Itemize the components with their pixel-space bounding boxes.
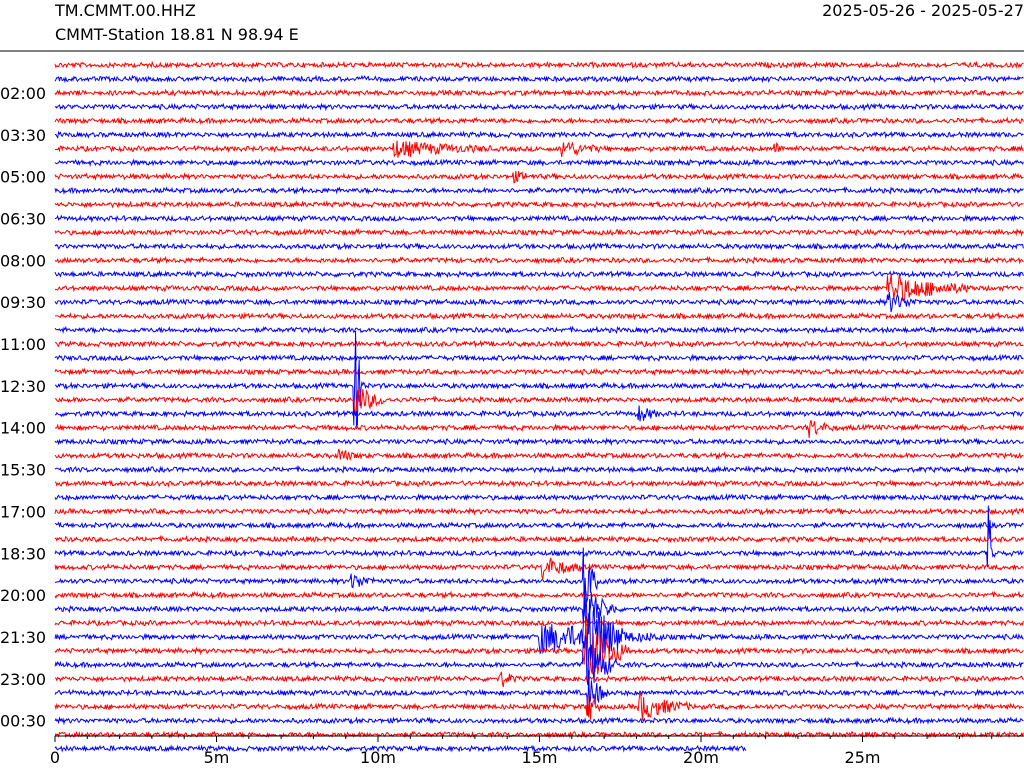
trace-32: [54, 506, 1024, 517]
trace-46: [54, 692, 1024, 721]
trace-16: [54, 273, 1024, 302]
trace-24: [54, 387, 1024, 416]
trace-15: [54, 269, 1024, 279]
trace-33: [54, 520, 1024, 530]
y-tick-label: 17:00: [0, 502, 46, 521]
y-tick-label: 20:00: [0, 586, 46, 605]
trace-43: [54, 635, 1024, 686]
y-tick-label: 21:30: [0, 628, 46, 647]
trace-38: [54, 590, 1024, 600]
y-tick-label: 18:30: [0, 544, 46, 563]
trace-8: [54, 170, 1024, 184]
y-tick-label: 02:00: [0, 84, 46, 103]
trace-30: [54, 479, 1024, 488]
trace-22: [54, 367, 1024, 377]
trace-37: [54, 547, 1024, 606]
seismic-traces: [54, 60, 1024, 753]
trace-7: [54, 158, 1024, 168]
trace-23: [54, 330, 1024, 427]
y-tick-label: 05:00: [0, 168, 46, 187]
trace-18: [55, 311, 1024, 321]
trace-13: [54, 241, 1024, 251]
x-tick-label: 5m: [204, 748, 230, 767]
station-name: CMMT-Station 18.81 N 98.94 E: [55, 25, 299, 44]
x-tick-label: 20m: [683, 748, 719, 767]
trace-20: [54, 339, 1024, 349]
trace-44: [54, 671, 1024, 688]
x-axis: 0 5m 10m 15m 20m 25m: [50, 735, 1024, 767]
x-tick-label: 25m: [845, 748, 881, 767]
trace-0: [54, 60, 1024, 70]
trace-36: [54, 557, 1024, 580]
y-tick-label: 11:00: [0, 335, 46, 354]
trace-27: [54, 437, 1024, 447]
date-range: 2025-05-26 - 2025-05-27: [822, 1, 1024, 20]
y-tick-label: 03:30: [0, 126, 46, 145]
trace-14: [54, 255, 1024, 265]
trace-35: [54, 505, 1024, 568]
trace-49: [54, 744, 747, 753]
y-tick-label: 08:00: [0, 251, 46, 270]
trace-11: [54, 214, 1024, 223]
trace-29: [54, 465, 1024, 474]
y-tick-label: 14:00: [0, 419, 46, 438]
trace-21: [54, 353, 1024, 363]
trace-5: [54, 130, 1024, 140]
trace-12: [54, 227, 1024, 237]
y-tick-label: 06:30: [0, 209, 46, 228]
y-tick-label: 12:30: [0, 377, 46, 396]
y-tick-label: 15:30: [0, 461, 46, 480]
trace-4: [54, 116, 1024, 126]
y-axis-labels: 02:00 03:30 05:00 06:30 08:00 09:30 11:00 12:30…: [0, 84, 46, 731]
trace-9: [54, 186, 1024, 195]
trace-39: [54, 591, 1024, 626]
trace-45: [54, 670, 1024, 716]
trace-25: [54, 405, 1024, 422]
trace-40: [54, 618, 1024, 628]
trace-34: [54, 534, 1024, 544]
y-tick-label: 23:00: [0, 670, 46, 689]
x-tick-label: 0: [50, 748, 60, 767]
trace-19: [54, 325, 1024, 335]
trace-48: [54, 730, 1024, 739]
station-code: TM.CMMT.00.HHZ: [55, 1, 196, 20]
trace-47: [54, 716, 1024, 726]
trace-41: [54, 599, 1024, 661]
y-tick-label: 09:30: [0, 293, 46, 312]
trace-3: [54, 102, 1024, 112]
trace-2: [54, 88, 1024, 98]
trace-17: [54, 292, 1024, 313]
trace-28: [54, 448, 1024, 462]
x-tick-label: 10m: [360, 748, 396, 767]
y-tick-label: 00:30: [0, 712, 46, 731]
trace-42: [54, 615, 1024, 682]
trace-6: [54, 140, 1024, 158]
trace-10: [54, 200, 1024, 209]
trace-26: [54, 419, 1024, 439]
trace-1: [54, 74, 1024, 84]
x-tick-label: 15m: [522, 748, 558, 767]
trace-31: [54, 493, 1024, 502]
